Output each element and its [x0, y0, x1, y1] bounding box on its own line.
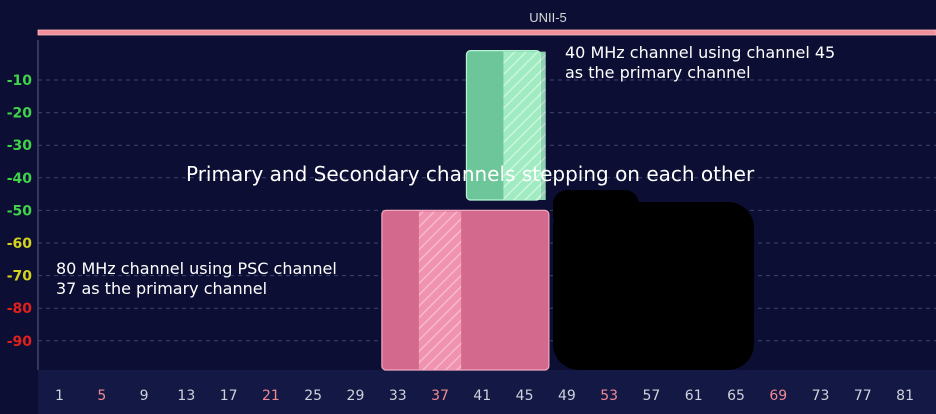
x-tick-label: 37 — [431, 388, 449, 404]
x-tick-label: 81 — [896, 388, 914, 404]
x-tick-label: 61 — [685, 388, 703, 404]
y-tick-label: -50 — [7, 203, 33, 219]
x-tick-label: 33 — [389, 388, 407, 404]
annotation-40mhz-line2: as the primary channel — [565, 63, 751, 82]
x-tick-label: 45 — [516, 388, 534, 404]
channel-80mhz-primary — [418, 211, 462, 370]
annotation-80mhz-line2: 37 as the primary channel — [56, 279, 268, 298]
y-tick-label: -60 — [7, 236, 33, 252]
redaction-body — [553, 202, 754, 370]
band-label: UNII-5 — [529, 10, 567, 25]
annotation-overlap: Primary and Secondary channels stepping … — [186, 162, 755, 186]
channel-80mhz-body — [381, 209, 550, 371]
x-tick-label: 69 — [769, 388, 787, 404]
x-tick-label: 13 — [177, 388, 195, 404]
x-tick-label: 65 — [727, 388, 745, 404]
annotation-40mhz-line1: 40 MHz channel using channel 45 — [565, 43, 836, 62]
y-tick-label: -10 — [7, 73, 33, 89]
x-tick-label: 5 — [97, 388, 106, 404]
y-tick-label: -30 — [7, 138, 33, 154]
x-tick-label: 25 — [304, 388, 322, 404]
x-tick-label: 53 — [600, 388, 618, 404]
x-tick-label: 17 — [220, 388, 238, 404]
annotation-80mhz: 80 MHz channel using PSC channel 37 as t… — [56, 259, 337, 299]
x-tick-label: 1 — [55, 388, 64, 404]
x-tick-label: 41 — [473, 388, 491, 404]
x-tick-label: 77 — [854, 388, 872, 404]
x-tick-label: 57 — [643, 388, 661, 404]
redaction-block — [553, 190, 754, 370]
annotation-40mhz: 40 MHz channel using channel 45 as the p… — [565, 43, 835, 83]
y-tick-label: -70 — [7, 269, 33, 285]
channel-40mhz — [465, 50, 546, 201]
x-tick-label: 9 — [140, 388, 149, 404]
channel-40mhz-primary — [503, 51, 546, 200]
x-tick-label: 29 — [347, 388, 365, 404]
x-tick-label: 49 — [558, 388, 576, 404]
y-tick-label: -40 — [7, 171, 33, 187]
y-tick-label: -20 — [7, 106, 33, 122]
y-tick-label: -90 — [7, 334, 33, 350]
x-axis-strip — [38, 370, 936, 414]
x-tick-label: 73 — [812, 388, 830, 404]
y-tick-label: -80 — [7, 301, 33, 317]
annotation-80mhz-line1: 80 MHz channel using PSC channel — [56, 259, 337, 278]
band-bar — [37, 29, 936, 36]
x-tick-label: 21 — [262, 388, 280, 404]
channel-80mhz — [381, 209, 550, 371]
